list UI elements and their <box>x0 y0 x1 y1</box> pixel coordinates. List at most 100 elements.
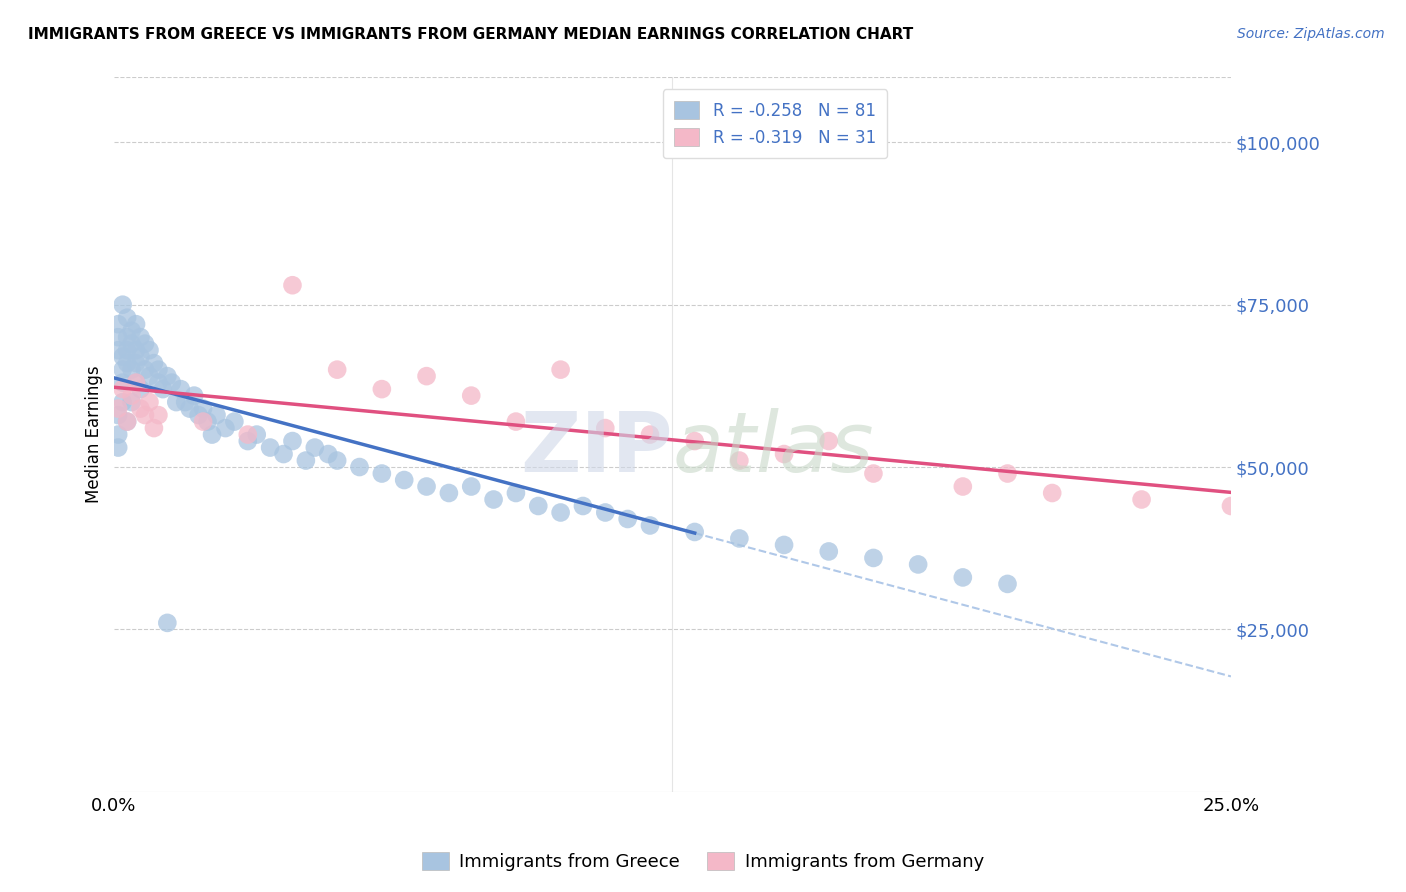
Point <box>224 415 246 429</box>
Point <box>326 453 349 467</box>
Point <box>616 512 638 526</box>
Text: ZIP: ZIP <box>520 409 672 490</box>
Point <box>907 558 929 572</box>
Point <box>125 376 148 390</box>
Point <box>638 518 661 533</box>
Legend: R = -0.258   N = 81, R = -0.319   N = 31: R = -0.258 N = 81, R = -0.319 N = 31 <box>662 89 887 159</box>
Point <box>187 408 209 422</box>
Point <box>152 382 174 396</box>
Point <box>107 427 129 442</box>
Point <box>115 356 138 370</box>
Point <box>595 506 617 520</box>
Point <box>817 434 839 448</box>
Point <box>107 343 129 358</box>
Point <box>482 492 505 507</box>
Point <box>121 395 143 409</box>
Point <box>728 532 751 546</box>
Point <box>111 298 134 312</box>
Point <box>460 389 482 403</box>
Point <box>205 408 228 422</box>
Point <box>142 421 165 435</box>
Point <box>415 479 437 493</box>
Point <box>107 408 129 422</box>
Point <box>115 330 138 344</box>
Point <box>107 330 129 344</box>
Point <box>179 401 201 416</box>
Point <box>773 538 796 552</box>
Point <box>281 434 304 448</box>
Point <box>142 356 165 370</box>
Point <box>505 486 527 500</box>
Point <box>349 460 371 475</box>
Point <box>165 395 187 409</box>
Point <box>129 350 152 364</box>
Point <box>138 395 160 409</box>
Point <box>107 401 129 416</box>
Point <box>817 544 839 558</box>
Point <box>134 408 156 422</box>
Point <box>1220 499 1243 513</box>
Point <box>129 382 152 396</box>
Point <box>236 434 259 448</box>
Point <box>1130 492 1153 507</box>
Point <box>1040 486 1063 500</box>
Point <box>121 324 143 338</box>
Point <box>259 441 281 455</box>
Point <box>134 336 156 351</box>
Point <box>129 330 152 344</box>
Point <box>683 524 706 539</box>
Point <box>437 486 460 500</box>
Point <box>201 427 224 442</box>
Legend: Immigrants from Greece, Immigrants from Germany: Immigrants from Greece, Immigrants from … <box>415 845 991 879</box>
Point <box>326 362 349 376</box>
Point <box>997 467 1019 481</box>
Point <box>111 350 134 364</box>
Point <box>125 343 148 358</box>
Point <box>156 369 179 384</box>
Point <box>862 467 884 481</box>
Point <box>371 467 394 481</box>
Point <box>862 550 884 565</box>
Point <box>111 395 134 409</box>
Point <box>111 376 134 390</box>
Point <box>111 382 134 396</box>
Point <box>170 382 193 396</box>
Point <box>107 441 129 455</box>
Point <box>115 343 138 358</box>
Point <box>773 447 796 461</box>
Point <box>952 479 974 493</box>
Point <box>148 408 170 422</box>
Point <box>138 369 160 384</box>
Point <box>191 401 214 416</box>
Text: IMMIGRANTS FROM GREECE VS IMMIGRANTS FROM GERMANY MEDIAN EARNINGS CORRELATION CH: IMMIGRANTS FROM GREECE VS IMMIGRANTS FRO… <box>28 27 914 42</box>
Point <box>572 499 595 513</box>
Point <box>683 434 706 448</box>
Point <box>111 362 134 376</box>
Point <box>997 577 1019 591</box>
Point <box>121 389 143 403</box>
Point <box>236 427 259 442</box>
Point <box>460 479 482 493</box>
Point <box>107 317 129 331</box>
Point <box>392 473 415 487</box>
Point <box>125 317 148 331</box>
Point <box>415 369 437 384</box>
Point <box>197 415 219 429</box>
Point <box>281 278 304 293</box>
Point <box>295 453 318 467</box>
Point <box>138 343 160 358</box>
Point <box>174 395 197 409</box>
Point <box>505 415 527 429</box>
Point <box>728 453 751 467</box>
Point <box>160 376 183 390</box>
Text: Source: ZipAtlas.com: Source: ZipAtlas.com <box>1237 27 1385 41</box>
Point <box>595 421 617 435</box>
Point <box>550 362 572 376</box>
Point <box>148 362 170 376</box>
Point <box>191 415 214 429</box>
Point <box>550 506 572 520</box>
Point <box>134 362 156 376</box>
Point <box>148 376 170 390</box>
Point <box>527 499 550 513</box>
Point <box>371 382 394 396</box>
